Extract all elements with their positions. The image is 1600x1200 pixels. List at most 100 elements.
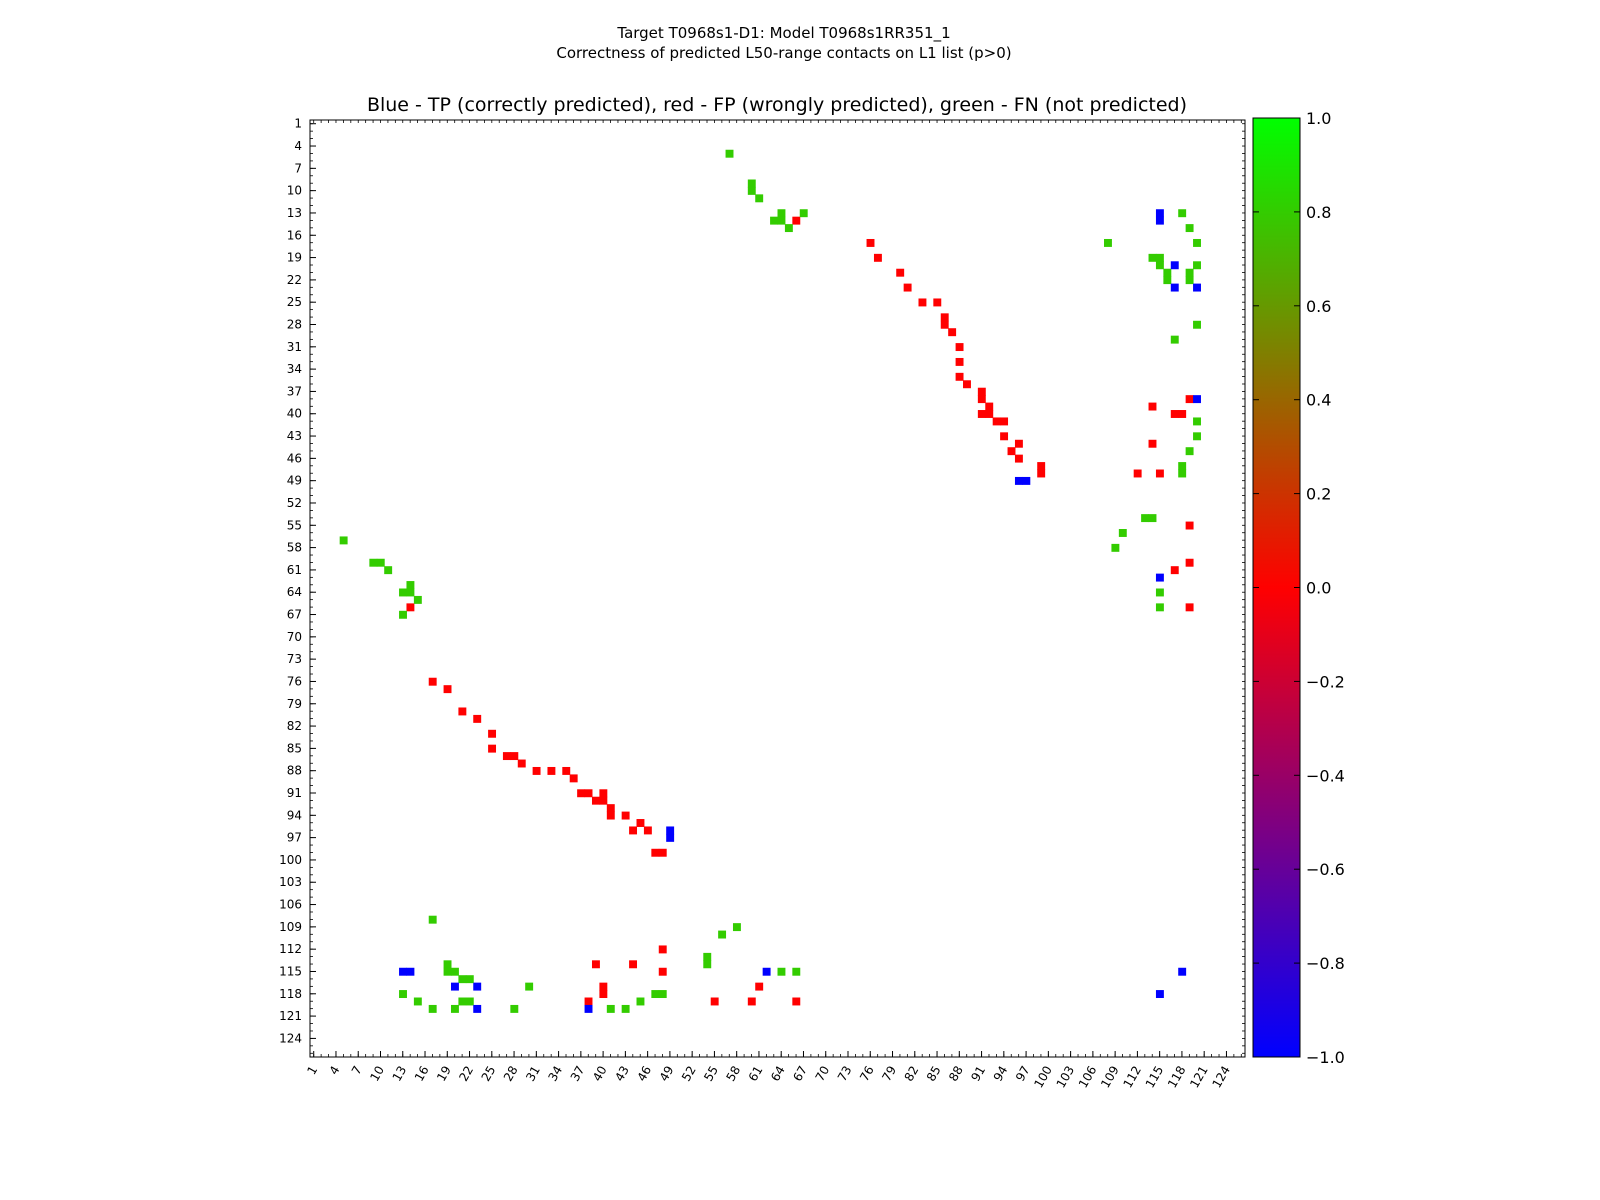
colorbar-tick-label: −0.6 xyxy=(1306,860,1345,879)
x-tick-label: 43 xyxy=(612,1064,632,1084)
tp-cell xyxy=(1155,209,1164,218)
suptitle-line1: Target T0968s1-D1: Model T0968s1RR351_1 xyxy=(616,24,950,43)
fp-cell xyxy=(569,774,578,783)
fn-cell xyxy=(747,186,756,195)
fp-cell xyxy=(599,990,608,999)
fp-cell xyxy=(517,759,526,768)
x-tick-label: 49 xyxy=(657,1064,677,1084)
tp-cell xyxy=(666,833,675,842)
x-tick-label: 91 xyxy=(968,1064,988,1084)
x-tick-label: 64 xyxy=(768,1064,788,1084)
x-tick-label: 46 xyxy=(634,1064,654,1084)
fp-cell xyxy=(955,343,964,352)
fp-cell xyxy=(488,744,497,753)
fp-cell xyxy=(792,216,801,225)
fn-cell xyxy=(443,960,452,969)
x-tick-label: 82 xyxy=(902,1064,922,1084)
y-tick-label: 43 xyxy=(287,429,302,443)
fn-cell xyxy=(792,967,801,976)
fn-cell xyxy=(413,595,422,604)
fp-cell xyxy=(532,766,541,775)
plot-area: 1 4 7 10 13 16 19 22 25 28 31 34 37 40 43 46 49 52 55 58 61 6… xyxy=(279,117,1246,1091)
x-tick-label: 52 xyxy=(679,1064,699,1084)
fn-cell xyxy=(458,975,467,984)
tp-cell xyxy=(666,826,675,835)
fp-cell xyxy=(985,402,994,411)
fp-cell xyxy=(473,714,482,723)
fp-cell xyxy=(1185,521,1194,530)
fp-cell xyxy=(658,945,667,954)
x-tick-label: 103 xyxy=(1054,1064,1078,1091)
x-tick-label: 67 xyxy=(790,1064,810,1084)
fn-cell xyxy=(450,967,459,976)
fp-cell xyxy=(985,410,994,418)
x-tick-label: 106 xyxy=(1076,1064,1100,1091)
x-tick-label: 76 xyxy=(857,1064,877,1084)
fp-cell xyxy=(606,804,615,813)
fp-cell xyxy=(903,283,912,292)
tp-cell xyxy=(1155,990,1164,999)
y-tick-label: 70 xyxy=(287,630,302,644)
fp-cell xyxy=(940,313,949,322)
y-tick-label: 118 xyxy=(279,987,302,1001)
x-tick-label: 7 xyxy=(349,1064,365,1078)
fn-cell xyxy=(406,588,415,597)
y-tick-label: 52 xyxy=(287,496,302,510)
y-tick-label: 79 xyxy=(287,697,302,711)
fn-cell xyxy=(1193,238,1201,247)
fp-cell xyxy=(606,811,615,820)
fp-cell xyxy=(584,997,593,1006)
fn-cell xyxy=(450,1004,459,1013)
tp-cell xyxy=(1155,216,1164,225)
tp-cell xyxy=(1170,283,1179,292)
y-tick-label: 91 xyxy=(287,786,302,800)
fn-cell xyxy=(1155,261,1164,270)
fp-cell xyxy=(591,796,600,805)
fn-cell xyxy=(658,990,667,999)
y-tick-label: 37 xyxy=(287,384,302,398)
y-tick-label: 28 xyxy=(287,318,302,332)
fp-cell xyxy=(562,766,571,775)
y-tick-label: 112 xyxy=(279,942,302,956)
fn-cell xyxy=(703,952,712,961)
y-tick-label: 7 xyxy=(294,161,302,175)
fp-cell xyxy=(1185,558,1194,567)
y-tick-label: 1 xyxy=(294,117,302,131)
y-tick-label: 22 xyxy=(287,273,302,287)
tp-cell xyxy=(450,982,459,991)
x-tick-label: 118 xyxy=(1165,1064,1189,1091)
x-tick-label: 19 xyxy=(434,1064,454,1084)
colorbar-tick-label: 0.2 xyxy=(1306,485,1331,504)
tp-cell xyxy=(399,967,407,976)
colorbar-tick-label: 0.4 xyxy=(1306,391,1331,410)
fp-cell xyxy=(510,752,519,761)
fp-cell xyxy=(1185,395,1194,404)
fn-cell xyxy=(777,967,786,976)
fp-cell xyxy=(747,997,756,1006)
x-tick-label: 79 xyxy=(879,1064,899,1084)
fp-cell xyxy=(636,819,645,827)
colorbar-tick-label: −0.4 xyxy=(1306,766,1345,785)
fp-cell xyxy=(629,960,638,969)
fp-cell xyxy=(1148,402,1157,411)
x-tick-label: 112 xyxy=(1120,1064,1144,1091)
fn-cell xyxy=(399,588,407,597)
x-tick-label: 121 xyxy=(1187,1064,1211,1091)
x-tick-label: 4 xyxy=(327,1064,343,1078)
fn-cell xyxy=(1193,417,1201,426)
fp-cell xyxy=(502,752,511,761)
x-tick-label: 58 xyxy=(724,1064,744,1084)
fp-cell xyxy=(755,982,764,991)
fn-cell xyxy=(1148,514,1157,523)
fp-cell xyxy=(658,967,667,976)
fn-cell xyxy=(458,997,467,1006)
x-tick-label: 1 xyxy=(304,1064,320,1078)
fn-cell xyxy=(369,558,378,567)
fn-cell xyxy=(606,1004,615,1013)
x-tick-label: 94 xyxy=(991,1064,1011,1084)
y-tick-label: 115 xyxy=(279,964,302,978)
fn-cell xyxy=(1185,224,1194,233)
fp-cell xyxy=(1007,447,1016,456)
y-tick-label: 46 xyxy=(287,451,302,465)
